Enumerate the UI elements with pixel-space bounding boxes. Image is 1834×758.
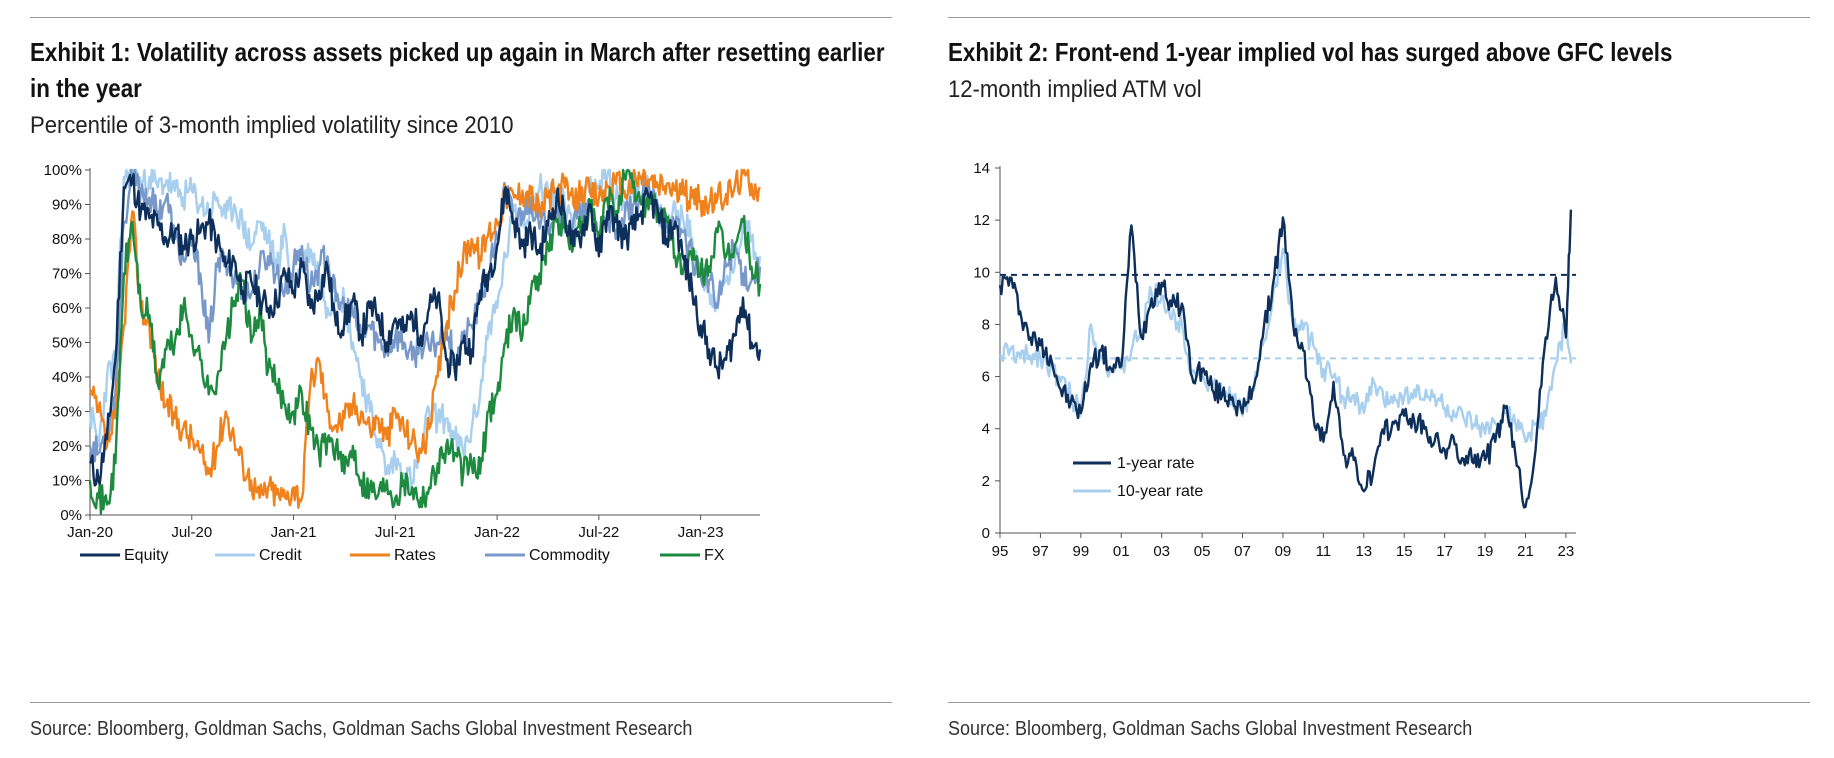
bottom-rule <box>30 702 892 703</box>
y-tick-label: 80% <box>52 231 82 248</box>
legend-label-credit: Credit <box>259 547 302 564</box>
y-tick-label: 30% <box>52 404 82 421</box>
x-tick-label: 97 <box>1032 543 1049 560</box>
series-line-equity <box>88 173 762 487</box>
exhibit-2-chart: 0 2 4 6 8 10 12 14 95 97 99 01 03 05 07 09 11 13 15 17 19 21 2… <box>973 160 1576 560</box>
x-tick-label: 13 <box>1355 543 1372 560</box>
exhibit-2-title: Exhibit 2: Front-end 1-year implied vol … <box>948 37 1673 67</box>
x-tick-label: 11 <box>1316 543 1332 560</box>
legend-label-fx: FX <box>704 547 725 564</box>
top-rule <box>948 17 1810 18</box>
x-tick-label: Jul-20 <box>171 524 212 541</box>
x-tick-label: 23 <box>1558 543 1575 560</box>
y-tick-label: 0% <box>60 507 82 524</box>
exhibit-1-subtitle: Percentile of 3-month implied volatility… <box>30 112 514 139</box>
y-tick-label: 12 <box>973 212 990 229</box>
y-tick-label: 20% <box>52 438 82 455</box>
y-tick-label: 40% <box>52 369 82 386</box>
x-tick-label: 01 <box>1113 543 1130 560</box>
x-tick-label: 19 <box>1477 543 1494 560</box>
x-tick-label: Jul-21 <box>375 524 416 541</box>
x-tick-label: 05 <box>1194 543 1211 560</box>
series-line-1-year-rate <box>998 209 1573 509</box>
y-tick-label: 4 <box>982 421 990 438</box>
x-tick-label: 99 <box>1072 543 1089 560</box>
x-tick-label: Jan-23 <box>678 524 724 541</box>
exhibit-2-panel: Exhibit 2: Front-end 1-year implied vol … <box>948 0 1810 758</box>
legend-label-10-year-rate: 10-year rate <box>1117 483 1203 500</box>
legend-label-equity: Equity <box>124 547 168 564</box>
legend-label-commodity: Commodity <box>529 547 610 564</box>
y-tick-label: 70% <box>52 266 82 283</box>
x-tick-label: Jan-21 <box>271 524 317 541</box>
y-tick-label: 10 <box>973 264 990 281</box>
y-tick-label: 10% <box>52 473 82 490</box>
y-tick-label: 2 <box>982 473 990 490</box>
x-tick-label: 95 <box>992 543 1009 560</box>
y-tick-label: 0 <box>982 525 990 542</box>
x-tick-label: 21 <box>1517 543 1534 560</box>
exhibit-2-subtitle: 12-month implied ATM vol <box>948 76 1202 103</box>
x-tick-label: 07 <box>1234 543 1251 560</box>
x-tick-label: Jul-22 <box>578 524 619 541</box>
y-tick-label: 14 <box>973 160 990 177</box>
series-line-fx <box>88 168 762 515</box>
exhibit-1-title: Exhibit 1: Volatility across assets pick… <box>30 37 885 103</box>
y-tick-label: 90% <box>52 197 82 214</box>
series-line-10-year-rate <box>999 247 1573 443</box>
y-tick-label: 100% <box>44 162 82 179</box>
exhibit-2-source: Source: Bloomberg, Goldman Sachs Global … <box>948 718 1473 740</box>
x-tick-label: 15 <box>1396 543 1413 560</box>
x-tick-label: 09 <box>1275 543 1292 560</box>
x-tick-label: 17 <box>1436 543 1453 560</box>
top-rule <box>30 17 892 18</box>
x-tick-label: Jan-20 <box>67 524 113 541</box>
exhibit-1-chart: 0% 10% 20% 30% 40% 50% 60% 70% 80% 90% 100% Jan-20 J… <box>44 162 762 564</box>
y-tick-label: 6 <box>982 369 990 386</box>
legend-label-rates: Rates <box>394 547 436 564</box>
y-tick-label: 60% <box>52 300 82 317</box>
exhibit-1-panel: Exhibit 1: Volatility across assets pick… <box>30 0 892 758</box>
y-tick-label: 8 <box>982 316 990 333</box>
x-tick-label: 03 <box>1153 543 1170 560</box>
exhibit-1-source: Source: Bloomberg, Goldman Sachs, Goldma… <box>30 718 693 740</box>
bottom-rule <box>948 702 1810 703</box>
x-tick-label: Jan-22 <box>474 524 520 541</box>
y-tick-label: 50% <box>52 335 82 352</box>
legend-label-1-year-rate: 1-year rate <box>1117 455 1194 472</box>
series-line-rates <box>88 168 761 509</box>
